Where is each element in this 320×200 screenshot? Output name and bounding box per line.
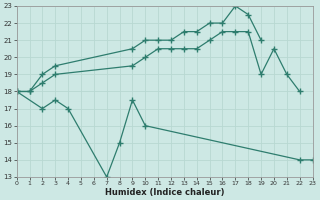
X-axis label: Humidex (Indice chaleur): Humidex (Indice chaleur) (105, 188, 224, 197)
